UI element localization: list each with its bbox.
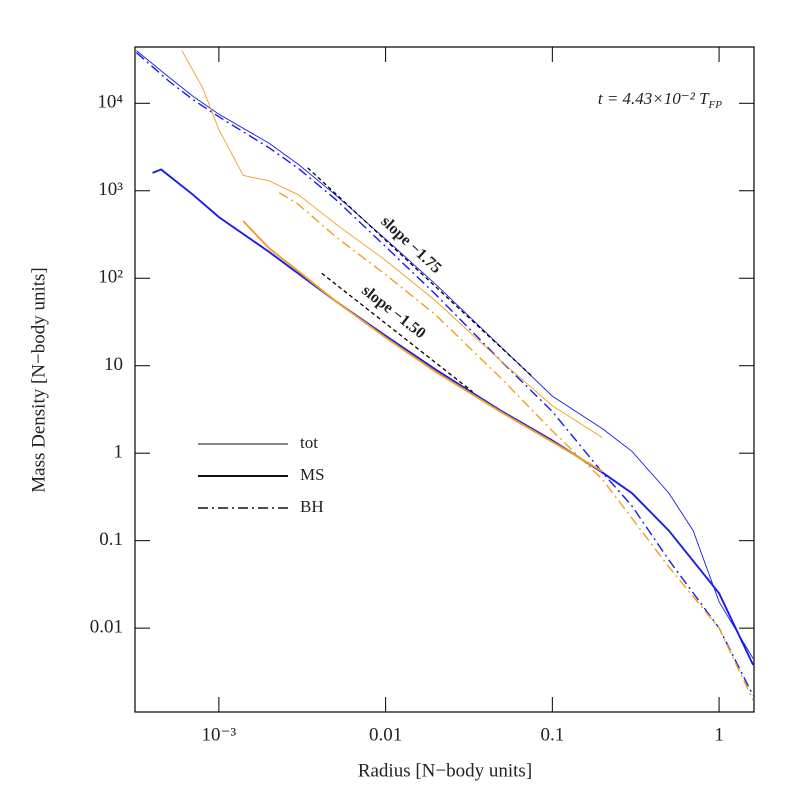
guide-line xyxy=(307,167,532,377)
y-tick-label: 10² xyxy=(98,267,123,288)
y-tick-label: 0.01 xyxy=(90,617,123,638)
annotation: t = 4.43×10⁻² TFP xyxy=(598,89,722,111)
legend-label: BH xyxy=(300,497,324,516)
x-tick-label: 1 xyxy=(714,724,724,745)
legend-label: tot xyxy=(300,433,318,452)
x-tick-label: 10⁻³ xyxy=(202,724,237,745)
annotation-sub: FP xyxy=(708,99,723,111)
series-line xyxy=(135,52,754,696)
annotation-text: t = 4.43×10⁻² T xyxy=(598,89,710,108)
guide-label: slope −1.50 xyxy=(359,282,429,342)
series-line xyxy=(242,220,603,473)
y-tick-label: 0.1 xyxy=(99,529,123,550)
guide-line xyxy=(321,272,473,393)
y-tick-label: 10³ xyxy=(98,179,123,200)
series-line xyxy=(181,50,603,439)
legend-label: MS xyxy=(300,465,325,484)
y-tick-label: 1 xyxy=(114,442,124,463)
series-line xyxy=(152,168,754,666)
x-tick-label: 0.1 xyxy=(540,724,564,745)
plot-frame xyxy=(134,46,755,713)
x-tick-label: 0.01 xyxy=(369,724,402,745)
x-axis-label: Radius [N−body units] xyxy=(358,760,532,781)
series-line xyxy=(136,50,754,659)
series-line xyxy=(278,192,754,701)
y-axis-label: Mass Density [N−body units] xyxy=(28,267,49,493)
guide-label: slope −1.75 xyxy=(377,213,444,277)
y-tick-label: 10 xyxy=(104,354,123,375)
y-tick-label: 10⁴ xyxy=(97,92,123,113)
